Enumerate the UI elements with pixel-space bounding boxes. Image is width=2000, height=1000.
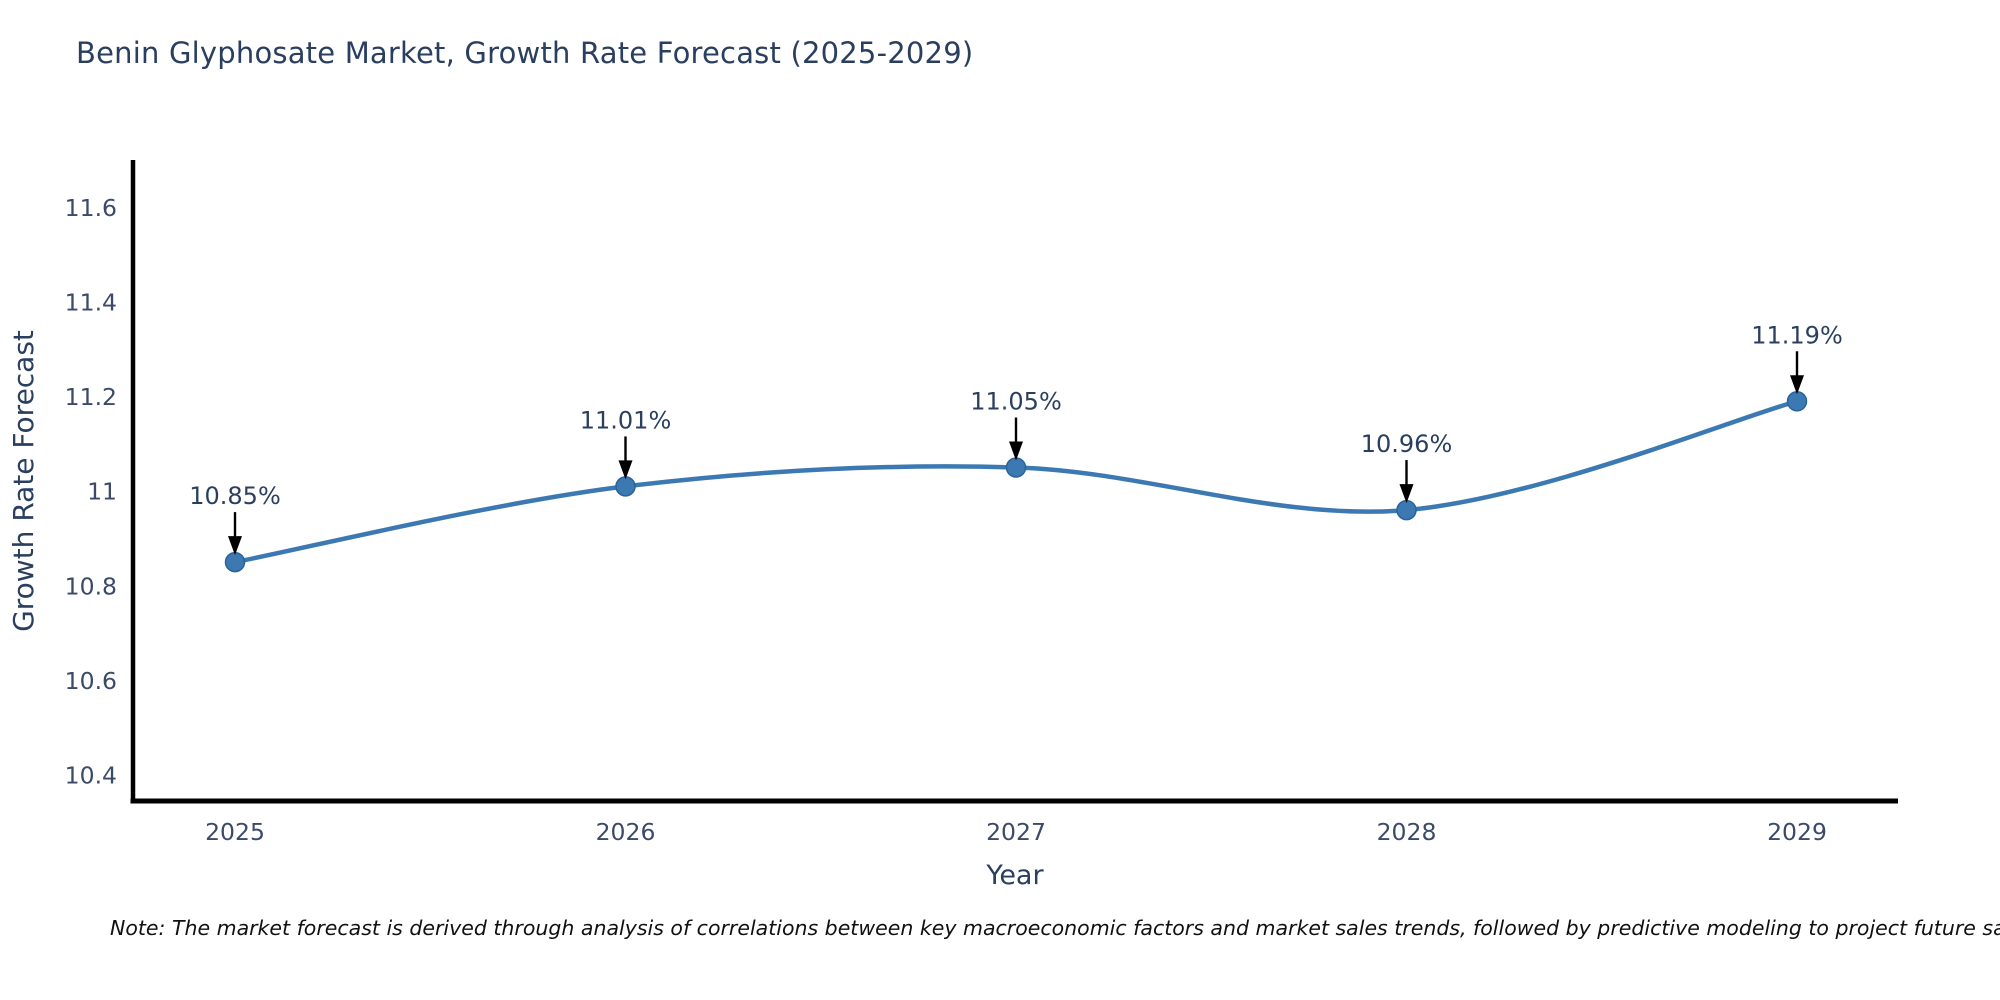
data-point-label: 10.85% <box>189 482 281 510</box>
annotation-arrow-head <box>1009 441 1023 461</box>
data-point-marker <box>224 551 246 573</box>
annotation-arrow-head <box>1399 484 1414 504</box>
data-point-marker <box>1005 457 1027 478</box>
x-axis-tick-label: 2028 <box>1377 818 1437 846</box>
y-axis-tick-label: 11 <box>87 478 117 506</box>
x-axis-tick-label: 2026 <box>596 818 656 846</box>
annotation-arrow-head <box>1790 375 1804 395</box>
y-axis-tick-label: 10.8 <box>65 572 117 600</box>
data-point-marker <box>615 476 636 497</box>
data-point-label: 11.19% <box>1751 321 1843 349</box>
y-axis-tick-label: 11.6 <box>65 194 117 222</box>
chart-title: Benin Glyphosate Market, Growth Rate For… <box>76 36 974 70</box>
y-axis-tick-label: 10.6 <box>65 667 117 695</box>
x-axis-tick-label: 2025 <box>205 818 265 846</box>
annotation-arrow-head <box>618 460 633 480</box>
data-point-label: 10.96% <box>1361 430 1453 458</box>
data-point-marker <box>1396 499 1417 521</box>
x-axis-title: Year <box>986 860 1044 891</box>
x-axis-tick-label: 2027 <box>986 818 1046 846</box>
y-axis-tick-label: 10.4 <box>65 761 117 789</box>
annotation-arrow-head <box>228 536 242 556</box>
footnote-text: Note: The market forecast is derived thr… <box>110 916 2000 940</box>
y-axis-tick-label: 11.2 <box>65 383 117 411</box>
data-point-label: 11.05% <box>970 387 1062 415</box>
data-point-marker <box>1786 391 1808 412</box>
y-axis-tick-label: 11.4 <box>65 288 117 316</box>
x-axis-tick-label: 2029 <box>1767 818 1827 846</box>
data-point-label: 11.01% <box>580 406 672 434</box>
